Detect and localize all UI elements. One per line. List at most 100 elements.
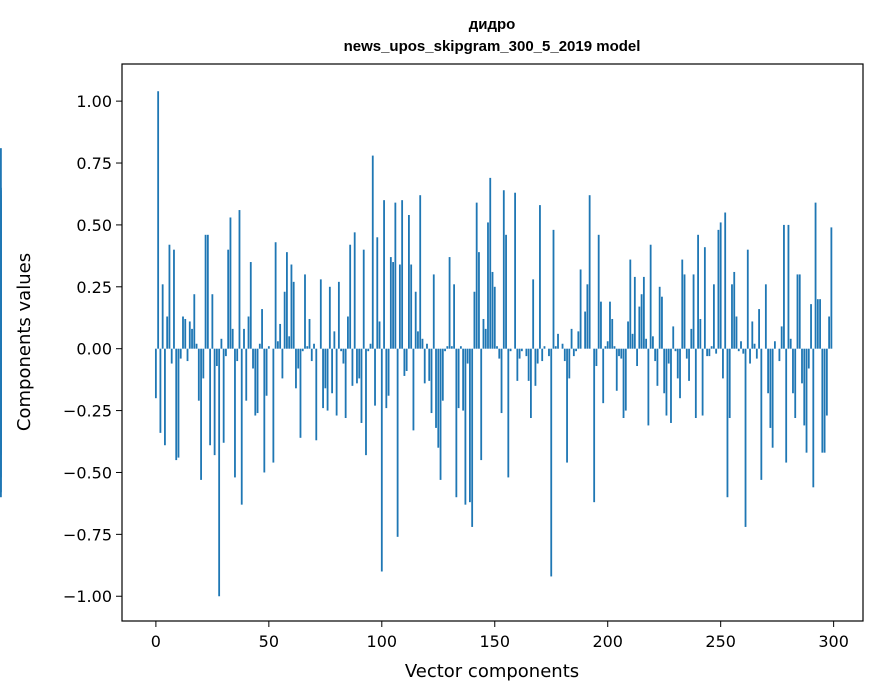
bar-113 <box>410 264 413 349</box>
bar-147 <box>487 222 489 349</box>
bar-280 <box>787 224 790 349</box>
bar-270 <box>764 284 767 349</box>
bar-40 <box>245 348 248 401</box>
bar-206 <box>620 348 623 359</box>
bar-151 <box>496 346 498 349</box>
bar-235 <box>685 348 688 359</box>
bar-148 <box>489 177 492 349</box>
bar-120 <box>426 343 428 349</box>
bar-278 <box>783 224 785 349</box>
bar-161 <box>518 348 521 359</box>
bar-115 <box>414 291 417 349</box>
bar-184 <box>570 328 573 349</box>
y-tick-label: −1.00 <box>63 587 112 606</box>
bar-97 <box>374 348 376 406</box>
bar-36 <box>236 348 239 362</box>
y-tick-label: −0.50 <box>63 463 112 482</box>
bar-273 <box>771 348 774 448</box>
bar-121 <box>428 348 431 381</box>
bar-243 <box>703 247 706 349</box>
bar-119 <box>423 348 426 384</box>
bar-135 <box>459 346 462 349</box>
bar-3 <box>161 284 164 349</box>
bar-12 <box>182 316 184 349</box>
bar-83 <box>342 348 345 364</box>
bar-222 <box>656 348 659 386</box>
bar-272 <box>769 348 772 428</box>
bar-63 <box>297 348 300 369</box>
bar-180 <box>561 343 564 349</box>
bar-263 <box>749 348 751 364</box>
bar-103 <box>387 348 390 396</box>
bar-294 <box>819 299 821 349</box>
bar-79 <box>333 331 336 349</box>
bar-127 <box>441 348 444 401</box>
bar-66 <box>304 274 306 349</box>
bar-11 <box>179 348 182 359</box>
y-tick-label: −0.25 <box>63 402 112 421</box>
bar-4 <box>164 348 166 446</box>
bar-35 <box>234 348 236 478</box>
bar-297 <box>825 348 828 416</box>
bar-118 <box>421 338 424 349</box>
bar-204 <box>615 348 618 391</box>
bar-286 <box>801 348 803 384</box>
bar-211 <box>631 333 634 349</box>
bar-219 <box>649 244 652 349</box>
bar-114 <box>412 348 415 431</box>
bar-75 <box>324 348 327 389</box>
bar-130 <box>448 257 451 349</box>
bar-145 <box>482 318 485 349</box>
bar-257 <box>735 316 738 349</box>
bar-107 <box>396 348 399 537</box>
bar-133 <box>455 348 458 498</box>
plot-frame <box>121 63 864 622</box>
x-tick-label: 0 <box>151 632 161 651</box>
bar-239 <box>694 348 697 419</box>
bar-167 <box>532 279 535 349</box>
bar-153 <box>500 348 503 414</box>
bar-229 <box>672 326 675 349</box>
bar-176 <box>552 229 555 349</box>
bar-244 <box>706 348 709 357</box>
bar-undefined <box>0 348 2 423</box>
bar-137 <box>464 348 467 505</box>
bar-282 <box>792 348 794 394</box>
bar-10 <box>177 348 180 458</box>
bar-89 <box>356 348 358 384</box>
bar-291 <box>812 348 815 488</box>
bar-233 <box>681 259 684 349</box>
bar-17 <box>193 294 196 349</box>
bar-87 <box>351 348 354 386</box>
bar-192 <box>588 195 591 349</box>
y-tick-label: 0.25 <box>76 278 112 297</box>
bar-264 <box>751 321 754 349</box>
bar-38 <box>240 348 243 505</box>
bar-154 <box>502 190 505 349</box>
bar-226 <box>665 348 668 416</box>
bar-228 <box>670 348 672 423</box>
bar-298 <box>828 316 831 349</box>
bar-27 <box>215 348 218 367</box>
bar-174 <box>548 348 550 357</box>
bar-131 <box>450 346 453 349</box>
y-axis-ticks: 1.00 0.75 0.50 0.25 0.00 −0.25 −0.50 −0.75 −1.00 <box>63 92 122 606</box>
bar-187 <box>577 331 580 349</box>
bar-43 <box>252 348 254 369</box>
bar-53 <box>274 242 277 349</box>
bar-29 <box>220 338 223 349</box>
bar-78 <box>331 348 334 394</box>
bar-227 <box>667 348 670 364</box>
bar-172 <box>543 346 546 349</box>
bar-25 <box>211 294 214 349</box>
bar-171 <box>541 348 544 362</box>
bar-225 <box>663 348 666 394</box>
bar-196 <box>597 234 600 349</box>
bar-77 <box>328 286 331 349</box>
bar-248 <box>715 348 718 354</box>
bar-251 <box>722 348 724 379</box>
bar-13 <box>184 318 187 349</box>
bar-157 <box>509 348 512 352</box>
bar-169 <box>536 348 539 364</box>
bar-266 <box>755 348 758 359</box>
